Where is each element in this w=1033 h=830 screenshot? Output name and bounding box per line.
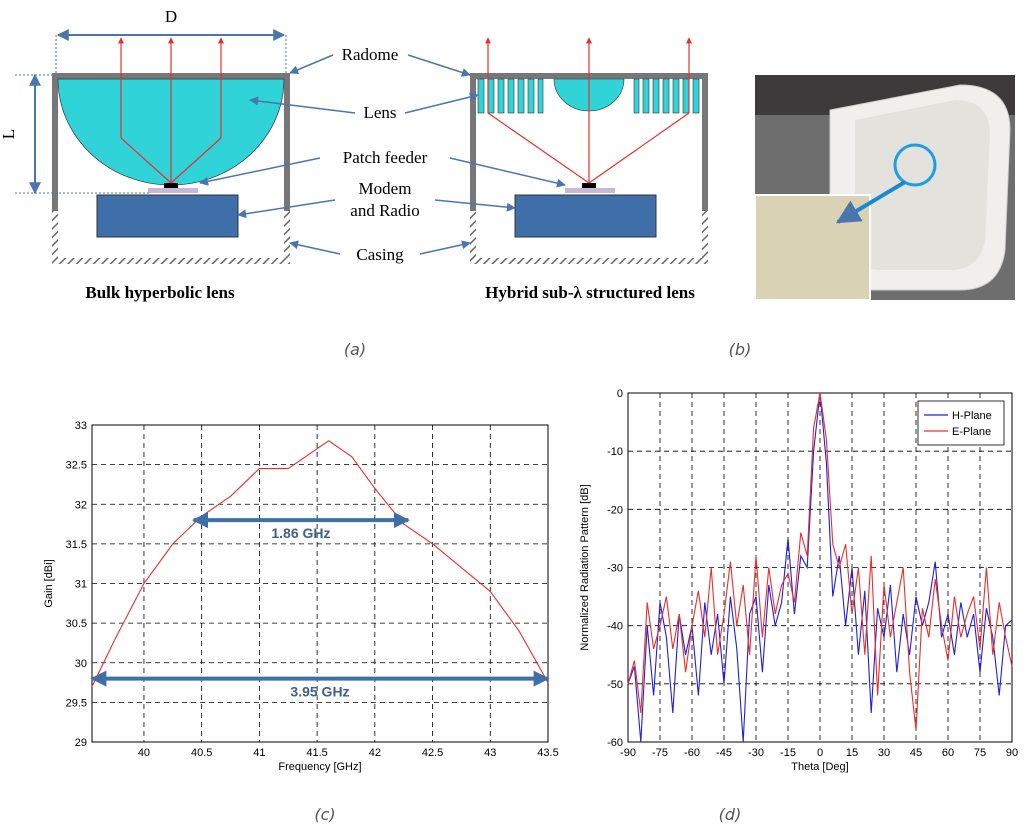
y-tick-label: -50 [607, 679, 623, 691]
y-tick-label: -20 [607, 504, 623, 516]
y-tick-label: 29.5 [66, 697, 87, 709]
y-tick-label: -30 [607, 563, 623, 575]
part-label: and Radio [350, 201, 419, 220]
part-label: Modem [359, 179, 412, 198]
part-label: Lens [363, 103, 396, 122]
y-tick-label: 29 [75, 737, 87, 749]
caption: (b) [729, 340, 752, 359]
y-tick-label: -60 [607, 737, 623, 749]
part-label: Patch feeder [343, 148, 428, 167]
diagram-title: Hybrid sub-λ structured lens [485, 283, 695, 302]
x-tick-label: 40.5 [191, 747, 212, 759]
annotation-label: 3.95 GHz [290, 684, 349, 700]
x-tick-label: 42.5 [422, 747, 443, 759]
y-tick-label: 31.5 [66, 539, 87, 551]
y-tick-label: 30.5 [66, 618, 87, 630]
x-tick-label: -15 [780, 747, 796, 759]
data-line [91, 440, 549, 687]
x-tick-label: -75 [652, 747, 668, 759]
legend-label: E-Plane [952, 426, 991, 438]
width-label: D [165, 7, 177, 26]
data-line [627, 392, 1013, 731]
x-tick-label: 41.5 [306, 747, 327, 759]
leader-lines [199, 54, 566, 255]
diagram-title: Bulk hyperbolic lens [85, 283, 235, 302]
y-axis-label: Normalized Radiation Pattern [dB] [579, 484, 591, 650]
y-tick-label: 30 [75, 658, 87, 670]
x-tick-label: 0 [817, 747, 823, 759]
y-tick-label: 33 [75, 420, 87, 432]
legend-box [917, 400, 1005, 446]
x-tick-label: -45 [716, 747, 732, 759]
x-axis-label: Frequency [GHz] [278, 761, 361, 773]
x-tick-label: 41 [253, 747, 265, 759]
y-tick-label: -10 [607, 446, 623, 458]
x-tick-label: 75 [974, 747, 986, 759]
y-tick-label: 31 [75, 579, 87, 591]
caption: (d) [719, 805, 742, 824]
x-tick-label: 43.5 [537, 747, 558, 759]
x-tick-label: 60 [942, 747, 954, 759]
x-tick-label: 45 [910, 747, 922, 759]
structured-lens-diagram [470, 37, 708, 264]
photo [754, 75, 1015, 301]
y-axis-label: Gain [dBi] [43, 559, 55, 607]
x-tick-label: -30 [748, 747, 764, 759]
y-tick-label: -40 [607, 621, 623, 633]
x-tick-label: 42 [369, 747, 381, 759]
annotation-label: 1.86 GHz [271, 525, 330, 541]
y-tick-label: 32 [75, 499, 87, 511]
x-tick-label: -90 [620, 747, 636, 759]
part-label: Casing [356, 245, 404, 264]
bulk-lens-diagram [15, 29, 290, 264]
caption: (c) [314, 805, 335, 824]
x-tick-label: 43 [484, 747, 496, 759]
x-tick-label: 15 [846, 747, 858, 759]
part-label: Radome [342, 45, 399, 64]
x-axis-label: Theta [Deg] [791, 761, 848, 773]
y-tick-label: 32.5 [66, 460, 87, 472]
caption: (a) [344, 340, 366, 359]
x-tick-label: -60 [684, 747, 700, 759]
x-tick-label: 30 [878, 747, 890, 759]
length-label: L [0, 129, 18, 139]
y-tick-label: 0 [617, 388, 623, 400]
x-tick-label: 90 [1006, 747, 1018, 759]
legend-label: H-Plane [952, 410, 992, 422]
x-tick-label: 40 [138, 747, 150, 759]
plot-frame [91, 424, 549, 743]
